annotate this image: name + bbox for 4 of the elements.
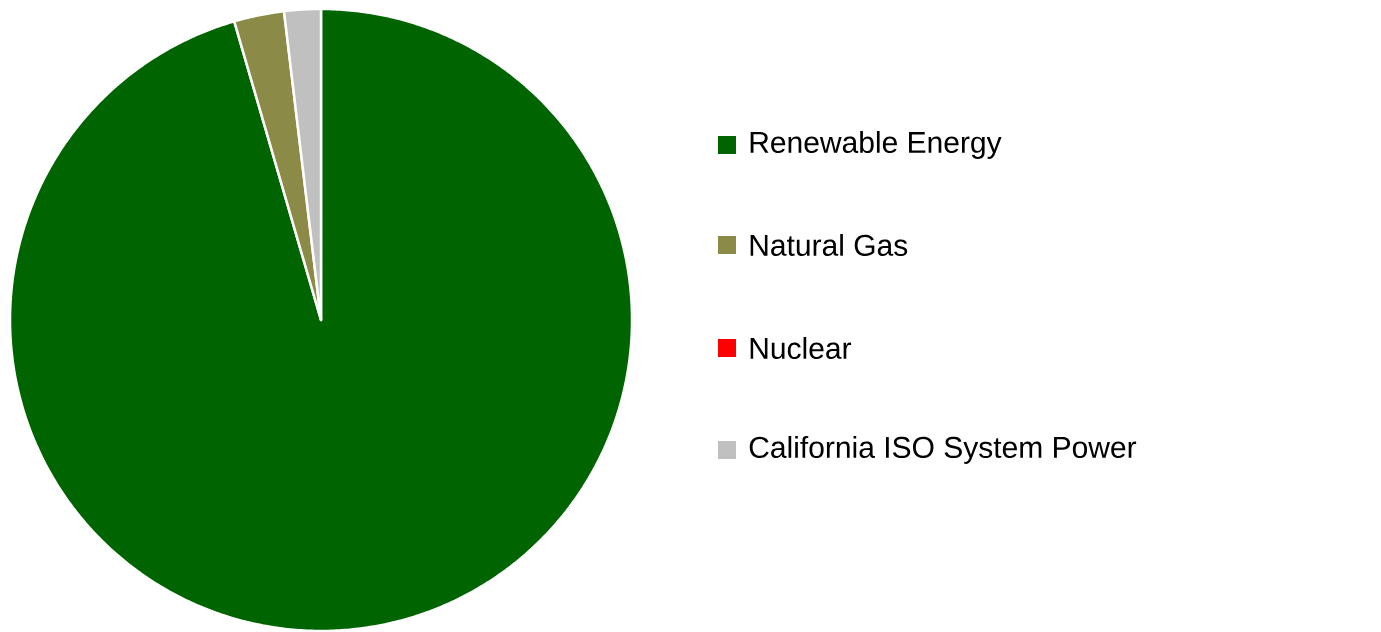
legend-label: Natural Gas [750, 233, 908, 256]
legend-label: Nuclear [750, 336, 852, 359]
legend-label: California ISO System Power [749, 435, 1137, 464]
legend-label: Renewable Energy [750, 130, 1002, 159]
